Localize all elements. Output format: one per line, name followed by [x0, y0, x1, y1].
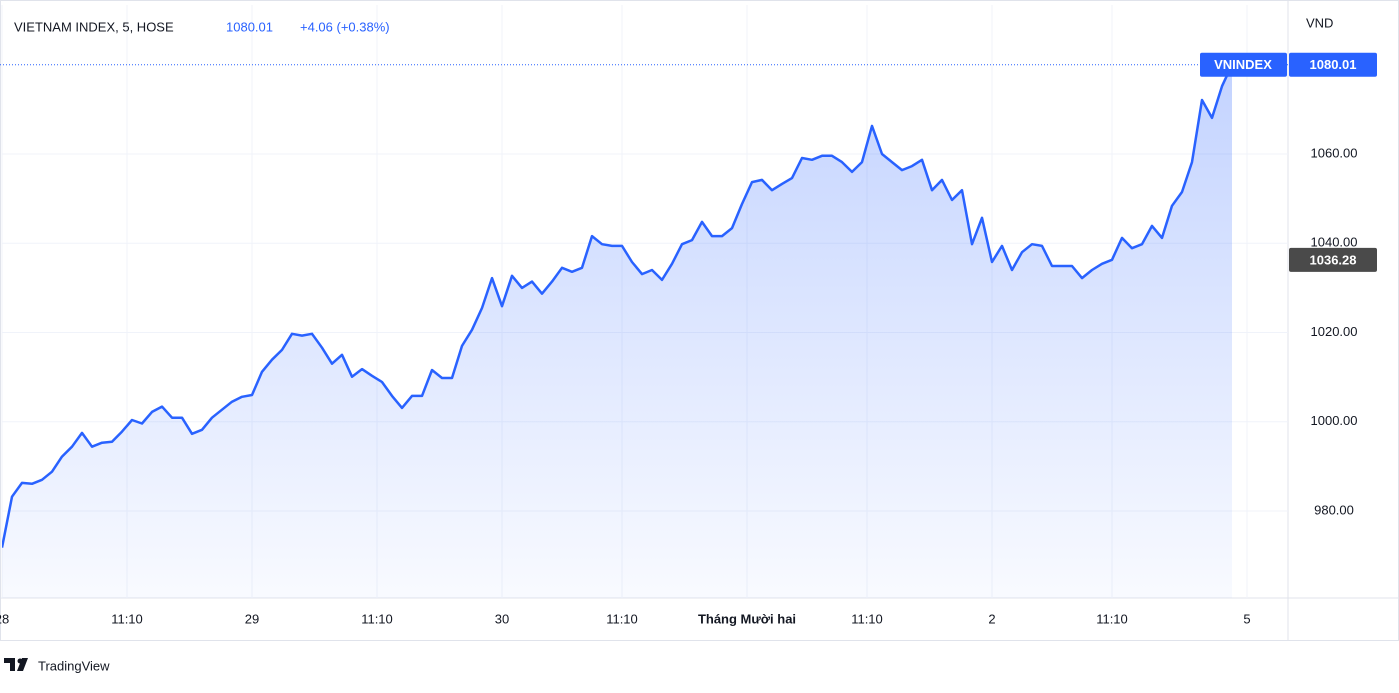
x-tick-label: 2: [988, 611, 995, 626]
y-tick-label: 1000.00: [1311, 413, 1358, 428]
x-tick-label: 11:10: [1096, 611, 1128, 626]
x-tick-label: Tháng Mười hai: [698, 611, 796, 626]
x-tick-label: 11:10: [111, 611, 143, 626]
unit-label: VND: [1306, 15, 1333, 30]
x-tick-label: 11:10: [606, 611, 638, 626]
last-price-badge: [1289, 52, 1377, 77]
y-tick-label: 1040.00: [1311, 235, 1358, 250]
last-price-label: 1080.01: [1310, 57, 1357, 72]
change: +4.06 (+0.38%): [300, 19, 390, 34]
crosshair-label: 1036.28: [1310, 252, 1357, 267]
y-tick-label: 1060.00: [1311, 145, 1358, 160]
x-tick-label: 28: [0, 611, 9, 626]
x-tick-label: 11:10: [361, 611, 393, 626]
series-name: VNINDEX: [1214, 57, 1272, 72]
series-name-badge: [1200, 52, 1287, 77]
crosshair-badge: [1289, 247, 1377, 272]
x-tick-label: 30: [495, 611, 509, 626]
brand-name: TradingView: [38, 658, 110, 673]
x-tick-label: 5: [1243, 611, 1250, 626]
y-tick-label: 1020.00: [1311, 324, 1358, 339]
x-tick-label: 11:10: [851, 611, 883, 626]
chart-title: VIETNAM INDEX, 5, HOSE: [14, 19, 174, 34]
area-fill: [2, 64, 1232, 598]
brand-logo: [4, 658, 28, 671]
x-tick-label: 29: [245, 611, 259, 626]
line: [2, 64, 1234, 548]
price: 1080.01: [226, 19, 273, 34]
y-tick-label: 980.00: [1314, 502, 1354, 517]
